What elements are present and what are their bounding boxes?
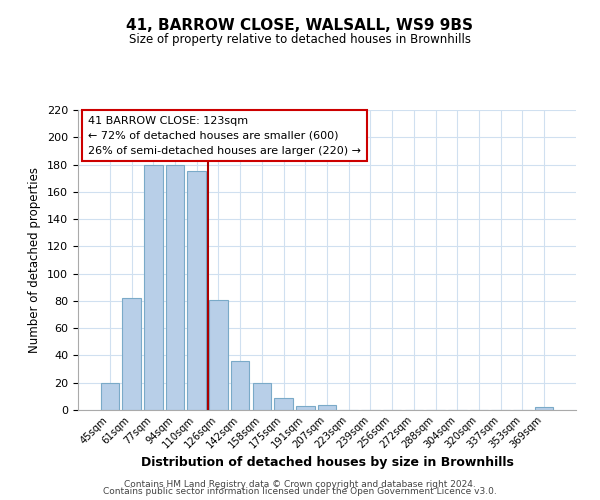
Text: Contains public sector information licensed under the Open Government Licence v3: Contains public sector information licen… bbox=[103, 488, 497, 496]
Bar bbox=[296, 406, 314, 410]
Bar bbox=[187, 172, 206, 410]
Y-axis label: Number of detached properties: Number of detached properties bbox=[28, 167, 41, 353]
Bar bbox=[274, 398, 293, 410]
Bar bbox=[318, 404, 336, 410]
Bar bbox=[535, 408, 553, 410]
Bar bbox=[101, 382, 119, 410]
Bar bbox=[209, 300, 227, 410]
Text: Contains HM Land Registry data © Crown copyright and database right 2024.: Contains HM Land Registry data © Crown c… bbox=[124, 480, 476, 489]
Text: 41 BARROW CLOSE: 123sqm
← 72% of detached houses are smaller (600)
26% of semi-d: 41 BARROW CLOSE: 123sqm ← 72% of detache… bbox=[88, 116, 361, 156]
Bar bbox=[144, 164, 163, 410]
Bar bbox=[253, 382, 271, 410]
Bar bbox=[231, 361, 250, 410]
Bar bbox=[122, 298, 141, 410]
Bar bbox=[166, 164, 184, 410]
Text: Size of property relative to detached houses in Brownhills: Size of property relative to detached ho… bbox=[129, 32, 471, 46]
X-axis label: Distribution of detached houses by size in Brownhills: Distribution of detached houses by size … bbox=[140, 456, 514, 469]
Text: 41, BARROW CLOSE, WALSALL, WS9 9BS: 41, BARROW CLOSE, WALSALL, WS9 9BS bbox=[127, 18, 473, 32]
